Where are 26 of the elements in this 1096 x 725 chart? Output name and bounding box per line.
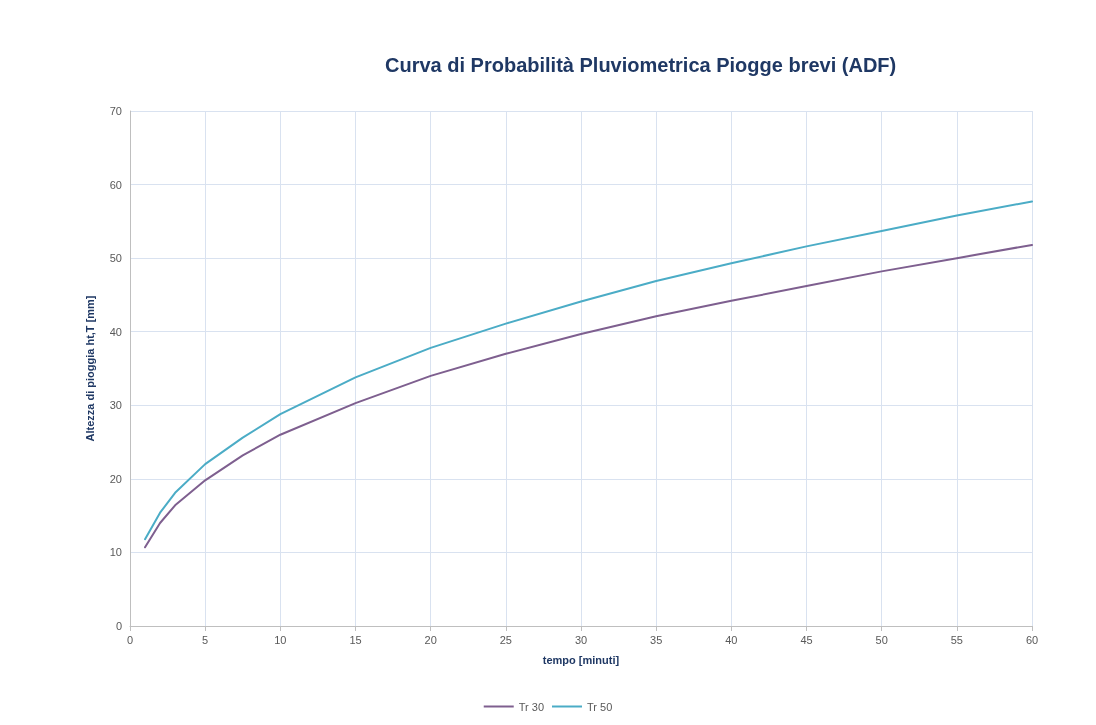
y-tick-label: 20 [109, 472, 122, 485]
x-tick-label: 15 [349, 633, 362, 646]
y-tick-label: 30 [109, 399, 122, 412]
y-axis-title: Altezza di pioggia ht,T [mm] [83, 295, 96, 442]
x-axis-title: tempo [minuti] [542, 653, 620, 666]
x-tick-label: 60 [1025, 633, 1039, 646]
x-tick-label: 20 [424, 633, 437, 646]
x-tick-label: 40 [725, 633, 738, 646]
chart-title: Curva di Probabilità Pluviometrica Piogge brevi (ADF) [385, 54, 897, 76]
y-tick-label: 70 [109, 105, 122, 117]
y-tick-label: 50 [109, 252, 122, 265]
legend-label: Tr 30 [518, 700, 544, 713]
x-tick-label: 0 [126, 633, 134, 646]
x-tick-label: 5 [202, 633, 209, 646]
x-tick-label: 10 [274, 633, 287, 646]
legend-label: Tr 50 [587, 700, 613, 713]
y-tick-label: 40 [109, 325, 122, 338]
x-tick-label: 50 [875, 633, 888, 646]
x-tick-label: 30 [574, 633, 588, 646]
x-tick-label: 55 [950, 633, 963, 646]
y-tick-label: 10 [109, 546, 122, 559]
x-tick-label: 25 [499, 633, 512, 646]
x-tick-label: 35 [650, 633, 663, 646]
y-tick-label: 0 [115, 620, 122, 632]
x-tick-label: 45 [800, 633, 813, 646]
y-tick-label: 60 [109, 178, 122, 191]
